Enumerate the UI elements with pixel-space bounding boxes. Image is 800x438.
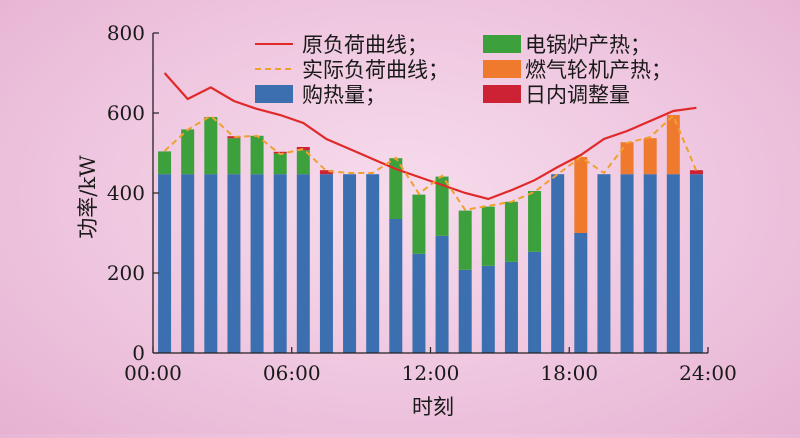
bar-2-18 — [574, 157, 588, 233]
bar-1-0 — [158, 151, 172, 175]
bar-0-5 — [273, 174, 287, 353]
legend: 原负荷曲线； 电锅炉产热； 实际负荷曲线； 燃气轮机产热； 购热量； 日内调整量 — [255, 33, 672, 107]
bar-1-6 — [296, 150, 310, 175]
legend-swatch-2 — [483, 60, 521, 78]
legend-label-0: 购热量； — [302, 83, 386, 107]
bar-0-18 — [574, 233, 588, 353]
legend-label-4: 原负荷曲线； — [302, 33, 428, 57]
bar-0-14 — [481, 265, 495, 353]
bar-3-6 — [296, 147, 310, 151]
bar-0-4 — [250, 174, 264, 353]
legend-swatch-1 — [483, 35, 521, 53]
line-layer — [163, 72, 698, 211]
bar-1-12 — [435, 176, 449, 236]
bar-0-2 — [204, 174, 218, 353]
bar-1-10 — [389, 158, 403, 219]
bar-0-0 — [158, 174, 172, 353]
x-tick-label-1: 06:00 — [263, 361, 321, 385]
y-tick-label-4: 800 — [107, 21, 145, 45]
legend-label-1: 电锅炉产热； — [525, 33, 651, 57]
bar-1-14 — [481, 206, 495, 266]
bar-0-11 — [412, 253, 426, 353]
bar-0-17 — [551, 174, 565, 353]
bar-2-20 — [620, 142, 634, 175]
bar-1-11 — [412, 194, 426, 254]
bar-0-16 — [528, 251, 542, 353]
x-tick-label-2: 12:00 — [402, 361, 460, 385]
x-tick-label-4: 24:00 — [679, 361, 737, 385]
bar-0-15 — [504, 261, 518, 353]
legend-label-3: 日内调整量 — [525, 83, 630, 107]
bar-0-3 — [227, 174, 241, 353]
line-series-0 — [163, 72, 697, 201]
axes-layer: 0 200 400 600 800 00:00 06:00 12:00 18:00 24:00 — [107, 21, 737, 385]
legend-swatch-3 — [483, 85, 521, 103]
x-tick-label-0: 00:00 — [124, 361, 182, 385]
bar-0-12 — [435, 235, 449, 353]
bar-1-16 — [528, 191, 542, 252]
bar-layer — [158, 115, 703, 353]
bar-3-7 — [319, 170, 333, 175]
bar-1-2 — [204, 117, 218, 175]
bar-3-5 — [273, 151, 287, 154]
bar-0-19 — [597, 174, 611, 353]
bar-0-21 — [643, 174, 657, 353]
x-tick-label-3: 18:00 — [540, 361, 598, 385]
bar-2-21 — [643, 138, 657, 175]
bar-3-3 — [227, 136, 241, 139]
bar-0-6 — [296, 174, 310, 353]
bar-2-22 — [666, 115, 680, 175]
y-tick-label-2: 400 — [107, 181, 145, 205]
legend-label-5: 实际负荷曲线； — [302, 58, 449, 82]
bar-0-22 — [666, 174, 680, 353]
bar-1-15 — [504, 201, 518, 262]
y-axis-label: 功率/kW — [76, 155, 100, 239]
bar-0-23 — [689, 174, 703, 353]
legend-swatch-0 — [255, 85, 293, 103]
y-tick-label-3: 600 — [107, 101, 145, 125]
y-tick-label-0: 0 — [132, 341, 145, 365]
bar-1-4 — [250, 135, 264, 175]
legend-label-2: 燃气轮机产热； — [525, 58, 672, 82]
bar-0-13 — [458, 269, 472, 353]
bar-0-10 — [389, 219, 403, 353]
x-axis-label: 时刻 — [412, 395, 454, 419]
bar-1-1 — [181, 129, 195, 175]
y-tick-label-1: 200 — [107, 261, 145, 285]
bar-1-5 — [273, 153, 287, 175]
bar-0-9 — [366, 174, 380, 353]
bar-1-3 — [227, 138, 241, 175]
bar-0-7 — [319, 174, 333, 353]
line-series-1 — [163, 114, 698, 211]
bar-0-1 — [181, 174, 195, 353]
bar-1-13 — [458, 210, 472, 270]
bar-0-8 — [343, 174, 357, 353]
bar-0-20 — [620, 174, 634, 353]
bar-3-23 — [689, 170, 703, 175]
